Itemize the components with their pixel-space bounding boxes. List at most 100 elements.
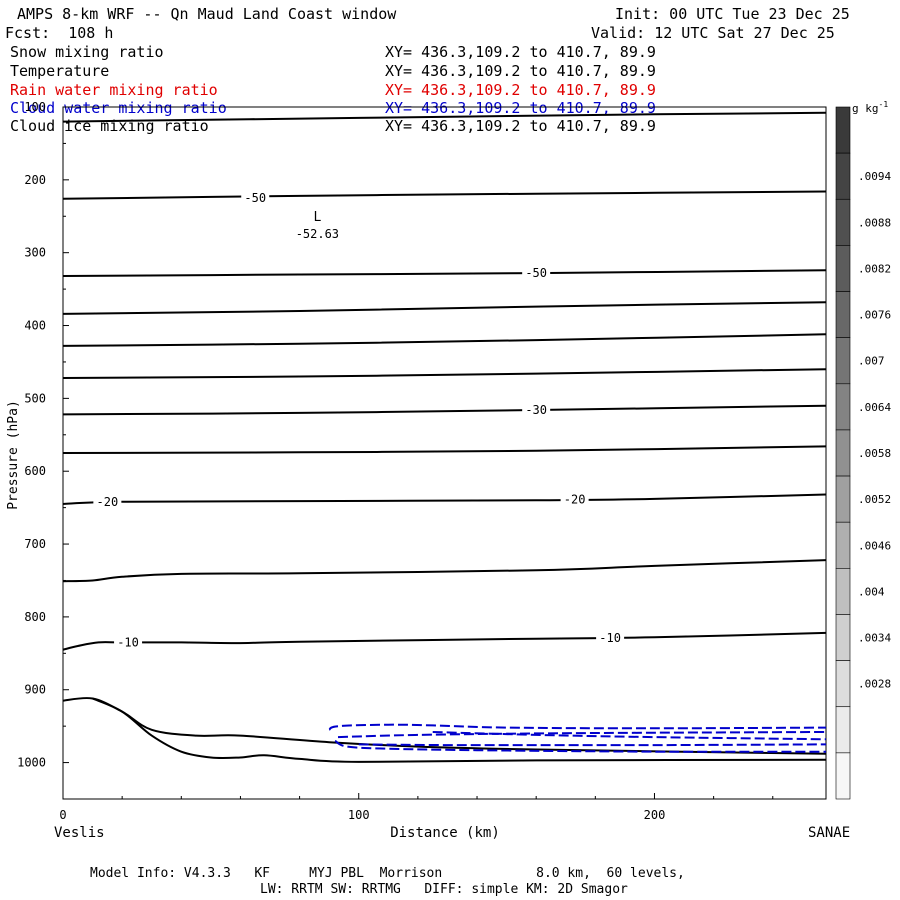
colorbar-label: .0058 [858, 447, 891, 460]
contour-label-bg [522, 265, 551, 280]
cloud-water-contour [358, 743, 827, 747]
x-tick-label: 0 [59, 808, 66, 822]
temperature-contour [62, 269, 827, 277]
model-info-line2: LW: RRTM SW: RRTMG DIFF: simple KM: 2D S… [260, 882, 628, 897]
low-symbol: L [313, 210, 321, 225]
y-tick-label: 100 [24, 100, 46, 114]
chart-title: AMPS 8-km WRF -- Qn Maud Land Coast wind… [17, 5, 397, 23]
cloud-water-contour [334, 739, 827, 753]
contour-label-bg [596, 630, 625, 645]
temperature-contour [62, 368, 827, 379]
temperature-contour [62, 559, 827, 583]
temperature-contour [62, 190, 827, 200]
field-cloud-water-name: Cloud water mixing ratio [10, 99, 227, 117]
colorbar-swatch [835, 429, 851, 477]
cloud-water-contour [328, 723, 827, 731]
colorbar-label: .007 [858, 355, 885, 368]
colorbar-swatch [835, 568, 851, 615]
contour-label-bg [560, 491, 589, 506]
init-time: Init: 00 UTC Tue 23 Dec 25 [615, 5, 850, 23]
contour-label: -20 [564, 493, 586, 507]
colorbar-swatch [835, 383, 851, 431]
y-tick-label: 900 [24, 683, 46, 697]
colorbar-swatch [835, 291, 851, 338]
contour-label-bg [522, 402, 551, 417]
temperature-contours [62, 111, 827, 763]
colorbar-label: .0064 [858, 401, 891, 414]
colorbar-label: .0088 [858, 216, 891, 229]
contour-label-bg [241, 190, 270, 205]
field-snow-name: Snow mixing ratio [10, 43, 164, 61]
cloud-water-contour [432, 731, 827, 741]
contour-label-bg [114, 634, 143, 649]
field-rain-name: Rain water mixing ratio [10, 81, 218, 99]
temperature-contour [92, 697, 827, 763]
field-temperature-xy: XY= 436.3,109.2 to 410.7, 89.9 [385, 62, 656, 80]
low-marker: L -52.63 [296, 210, 339, 241]
contour-label: -30 [525, 403, 547, 417]
colorbar-label: .0028 [858, 678, 891, 691]
temperature-contour [62, 404, 827, 416]
units-label: g kg-1 [852, 100, 888, 115]
contour-label: -10 [117, 635, 139, 649]
colorbar-label: .0082 [858, 262, 891, 275]
contour-label: -20 [97, 495, 119, 509]
colorbar-label: .0046 [858, 539, 891, 552]
colorbar-swatch [835, 198, 851, 246]
right-endpoint-label: SANAE [808, 825, 850, 841]
model-info-line1: Model Info: V4.3.3 KF MYJ PBL Morrison 8… [90, 866, 685, 881]
field-cloud-ice-xy: XY= 436.3,109.2 to 410.7, 89.9 [385, 117, 656, 135]
forecast-hour: Fcst: 108 h [5, 24, 114, 42]
field-snow-xy: XY= 436.3,109.2 to 410.7, 89.9 [385, 43, 656, 61]
temperature-contour [62, 631, 827, 651]
colorbar-label: .004 [858, 585, 885, 598]
colorbar-swatch [835, 706, 851, 754]
valid-time: Valid: 12 UTC Sat 27 Dec 25 [591, 24, 835, 42]
x-tick-label: 200 [644, 808, 666, 822]
colorbar-label: .0076 [858, 309, 891, 322]
temperature-contour-labels: -50 -50 -30 -20 -20 -10 -10 [93, 190, 625, 649]
y-axis: 100 200 300 400 500 600 700 800 900 1000 [17, 100, 69, 800]
colorbar-swatch [835, 106, 851, 154]
y-tick-label: 1000 [17, 756, 46, 770]
colorbar-swatch [835, 752, 851, 800]
colorbar-label: .0094 [858, 170, 891, 183]
temperature-contour [62, 301, 827, 315]
field-cloud-water-xy: XY= 436.3,109.2 to 410.7, 89.9 [385, 99, 656, 117]
colorbar-swatch [835, 475, 851, 523]
contour-label: -50 [244, 191, 266, 205]
y-tick-label: 500 [24, 391, 46, 405]
temperature-contour [62, 333, 827, 347]
colorbar-swatch [835, 245, 851, 292]
colorbar: .0094 .0088 .0082 .0076 .007 .0064 .0058 .0052.… [835, 106, 891, 800]
left-endpoint-label: Veslis [54, 825, 105, 841]
x-tick-label: 100 [348, 808, 370, 822]
cloud-water-contours [328, 723, 827, 753]
temperature-contour [62, 445, 827, 454]
colorbar-swatch [835, 337, 851, 385]
y-tick-label: 200 [24, 173, 46, 187]
contour-label-bg [93, 493, 122, 508]
colorbar-swatch [835, 614, 851, 661]
y-tick-label: 700 [24, 537, 46, 551]
contour-label: -50 [525, 266, 547, 280]
colorbar-swatch [835, 152, 851, 200]
contour-label: -10 [599, 631, 621, 645]
colorbar-swatch [835, 660, 851, 708]
colorbar-swatch [835, 521, 851, 569]
y-axis-label: Pressure (hPa) [6, 400, 21, 510]
y-tick-label: 600 [24, 464, 46, 478]
y-tick-label: 300 [24, 246, 46, 260]
low-value: -52.63 [296, 227, 339, 241]
x-axis: 0 100 200 [59, 793, 774, 822]
y-tick-label: 400 [24, 319, 46, 333]
field-temperature-name: Temperature [10, 62, 110, 80]
y-tick-label: 800 [24, 610, 46, 624]
field-rain-xy: XY= 436.3,109.2 to 410.7, 89.9 [385, 81, 656, 99]
colorbar-label: .0052 [858, 493, 891, 506]
colorbar-label: .0034 [858, 632, 891, 645]
temperature-contour [62, 493, 827, 505]
temperature-contour [62, 111, 827, 123]
cloud-water-contour [337, 731, 827, 739]
